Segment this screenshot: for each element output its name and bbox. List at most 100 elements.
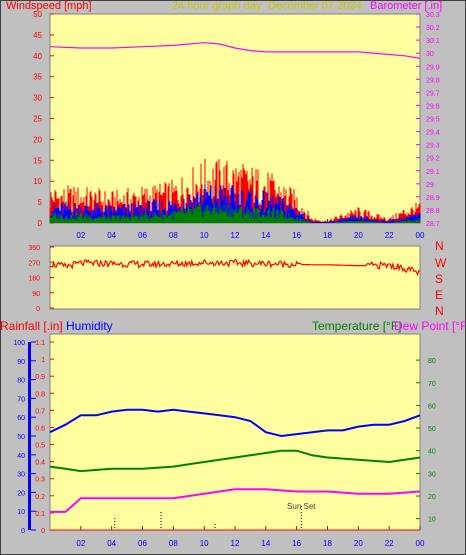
baro-y-tick-label-14: 30.1: [426, 38, 440, 45]
wind-y-tick-label-5: 25: [33, 115, 42, 124]
graph-date: December 07 2024: [268, 0, 362, 12]
wind-x-tick-label-4: 10: [200, 231, 209, 240]
wind-x-tick-label-6: 14: [261, 231, 270, 240]
temp-plot-area: [49, 333, 421, 531]
graph-title: 24 hour graph day: [172, 0, 262, 12]
rain-y-tick-label-6: 0.6: [35, 425, 45, 432]
temp-x-tick-label-7: 16: [292, 539, 301, 548]
rain-y-tick-label-1: 0.1: [35, 511, 45, 518]
humidity-y-tick-label-5: 50: [17, 434, 25, 441]
compass-label-n-bottom: N: [435, 304, 444, 318]
wind-x-tick-label-10: 22: [385, 231, 394, 240]
humidity-y-tick-label-10: 100: [13, 340, 25, 347]
temp-x-tick-label-3: 08: [169, 539, 178, 548]
humidity-y-tick-label-7: 70: [17, 396, 25, 403]
wind-x-tick-label-5: 12: [231, 231, 240, 240]
baro-y-tick-label-0: 28.7: [426, 221, 440, 228]
humidity-series: [49, 408, 421, 438]
temp-y-tick-label-4: 50: [428, 426, 436, 433]
temp-y-tick-label-1: 20: [428, 494, 436, 501]
windspeed-axis-title: Windspeed [mph]: [6, 0, 92, 12]
dir-y-tick-label-3: 90: [32, 291, 40, 298]
temp-x-tick-label-4: 10: [200, 539, 209, 548]
rain-y-tick-label-11: 1.1: [35, 340, 45, 347]
wind-x-tick-label-9: 20: [354, 231, 363, 240]
baro-y-tick-label-10: 29.7: [426, 90, 440, 97]
temperature-series: [49, 449, 421, 473]
baro-y-tick-label-11: 29.8: [426, 77, 440, 84]
temp-y-tick-label-6: 70: [428, 381, 436, 388]
temperature-axis-title: Temperature [°F]: [312, 319, 402, 333]
humidity-y-tick-label-6: 60: [17, 415, 25, 422]
dir-y-tick-label-4: 0: [36, 306, 40, 313]
wind-y-tick-label-8: 40: [33, 52, 42, 61]
dewpoint-series: [50, 488, 421, 513]
rain-y-tick-label-0: 0: [41, 528, 45, 535]
baro-y-tick-label-4: 29.1: [426, 169, 440, 176]
humidity-axis-bar: [28, 342, 31, 530]
humidity-y-tick-label-0: 0: [21, 528, 25, 535]
temp-x-tick-label-1: 04: [107, 539, 116, 548]
wind-x-tick-label-1: 04: [107, 231, 116, 240]
temp-y-tick-label-3: 40: [428, 449, 436, 456]
rain-y-tick-label-10: 1: [41, 357, 45, 364]
baro-y-tick-label-15: 30.2: [426, 25, 440, 32]
temp-x-tick-label-8: 18: [323, 539, 332, 548]
baro-y-tick-label-1: 28.8: [426, 208, 440, 215]
wind-y-tick-label-3: 15: [33, 156, 42, 165]
compass-label-n-top: N: [435, 239, 444, 253]
temp-x-tick-label-6: 14: [261, 539, 270, 548]
baro-y-tick-label-6: 29.3: [426, 143, 440, 150]
wind-y-tick-label-9: 45: [33, 31, 42, 40]
humidity-y-tick-label-8: 80: [17, 378, 25, 385]
wind-y-tick-label-10: 50: [33, 10, 42, 19]
wind-y-tick-label-7: 35: [33, 73, 42, 82]
rainfall-axis-title: Rainfall [.in]: [0, 319, 63, 333]
barometer-axis-title: Barometer [.in]: [370, 0, 443, 12]
rain-y-tick-label-9: 0.9: [35, 374, 45, 381]
temp-x-tick-label-10: 22: [385, 539, 394, 548]
wind-x-tick-label-0: 02: [76, 231, 85, 240]
temp-y-tick-label-5: 60: [428, 403, 436, 410]
baro-y-tick-label-13: 30: [426, 51, 434, 58]
baro-y-tick-label-8: 29.5: [426, 117, 440, 124]
rain-y-tick-label-5: 0.5: [35, 443, 45, 450]
wind-x-tick-label-11: 00: [416, 231, 425, 240]
compass-label-s: S: [435, 272, 444, 286]
temp-x-tick-label-9: 20: [354, 539, 363, 548]
baro-y-tick-label-2: 28.9: [426, 195, 440, 202]
humidity-y-tick-label-2: 20: [17, 490, 25, 497]
wind-y-tick-label-6: 30: [33, 94, 42, 103]
baro-y-tick-label-12: 29.9: [426, 64, 440, 71]
compass-label-w: W: [435, 256, 447, 270]
humidity-y-tick-label-9: 90: [17, 359, 25, 366]
humidity-y-tick-label-1: 10: [17, 509, 25, 516]
wind-x-tick-label-2: 06: [138, 231, 147, 240]
dir-y-tick-label-2: 180: [28, 276, 40, 283]
humidity-axis-title: Humidity: [66, 319, 113, 333]
rain-y-tick-label-8: 0.8: [35, 391, 45, 398]
baro-y-tick-label-5: 29.2: [426, 156, 440, 163]
temp-x-tick-label-2: 06: [138, 539, 147, 548]
wind-y-tick-label-4: 20: [33, 135, 42, 144]
humidity-y-tick-label-3: 30: [17, 472, 25, 479]
wind-y-tick-label-2: 10: [33, 177, 42, 186]
temp-x-tick-label-0: 02: [76, 539, 85, 548]
dir-y-tick-label-1: 270: [28, 260, 40, 267]
baro-y-tick-label-16: 30.3: [426, 12, 440, 19]
sunset-label: Sun Set: [287, 502, 316, 511]
dir-y-tick-label-0: 360: [28, 245, 40, 252]
humidity-y-tick-label-4: 40: [17, 453, 25, 460]
rain-y-tick-label-4: 0.4: [35, 460, 45, 467]
temp-y-tick-label-0: 10: [428, 517, 436, 524]
wind-x-tick-label-8: 18: [323, 231, 332, 240]
baro-y-tick-label-9: 29.6: [426, 103, 440, 110]
direction-plot-area: [49, 245, 421, 310]
wind-y-tick-label-0: 0: [38, 219, 43, 228]
rain-y-tick-label-7: 0.7: [35, 408, 45, 415]
baro-y-tick-label-7: 29.4: [426, 130, 440, 137]
rain-y-tick-label-3: 0.3: [35, 477, 45, 484]
wind-y-tick-label-1: 5: [38, 198, 43, 207]
wind-plot-area: [49, 13, 421, 224]
